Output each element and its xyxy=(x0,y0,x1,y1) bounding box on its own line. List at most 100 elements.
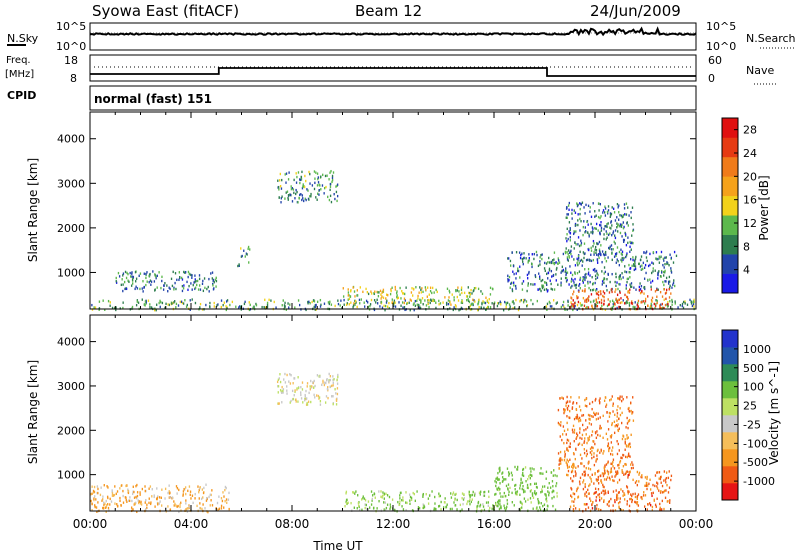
range-gate-cell xyxy=(672,261,675,264)
range-gate-cell xyxy=(621,215,623,219)
range-gate-cell xyxy=(405,286,407,289)
range-gate-cell xyxy=(585,428,587,431)
range-gate-cell xyxy=(429,289,432,293)
range-gate-cell xyxy=(620,456,622,459)
range-gate-cell xyxy=(226,501,228,505)
range-gate-cell xyxy=(626,280,628,284)
range-gate-cell xyxy=(640,301,642,304)
range-gate-cell xyxy=(396,294,398,297)
range-gate-cell xyxy=(677,306,679,309)
range-gate-cell xyxy=(608,303,611,306)
colorbar-segment xyxy=(722,234,738,255)
range-gate-cell xyxy=(558,423,560,426)
range-gate-cell xyxy=(575,243,577,246)
range-gate-cell xyxy=(591,430,594,433)
range-gate-cell xyxy=(349,290,352,293)
range-gate-cell xyxy=(543,306,545,310)
station-title: Syowa East (fitACF) xyxy=(92,2,239,20)
range-gate-cell xyxy=(385,293,388,296)
range-gate-cell xyxy=(196,283,198,287)
range-gate-cell xyxy=(209,305,211,309)
range-gate-cell xyxy=(294,197,296,200)
range-gate-cell xyxy=(631,461,633,464)
range-gate-cell xyxy=(102,299,104,302)
range-gate-cell xyxy=(603,302,605,306)
range-gate-cell xyxy=(169,287,171,291)
range-gate-cell xyxy=(347,288,349,291)
range-gate-cell xyxy=(569,442,572,445)
cpid-label: CPID xyxy=(7,89,36,102)
range-gate-cell xyxy=(105,505,107,509)
range-gate-cell xyxy=(638,471,641,475)
range-gate-cell xyxy=(585,272,587,276)
range-gate-cell xyxy=(594,267,596,271)
range-gate-cell xyxy=(328,379,330,382)
range-gate-cell xyxy=(467,298,469,301)
range-gate-cell xyxy=(565,267,567,270)
range-gate-cell xyxy=(587,306,590,309)
range-gate-cell xyxy=(618,275,621,278)
range-gate-cell xyxy=(626,416,628,420)
range-gate-cell xyxy=(602,290,605,293)
range-gate-cell xyxy=(321,184,324,187)
range-gate-cell xyxy=(455,289,457,292)
range-gate-cell xyxy=(469,295,471,298)
range-gate-cell xyxy=(422,503,424,506)
range-gate-cell xyxy=(379,305,381,308)
range-gate-cell xyxy=(418,291,420,294)
range-gate-cell xyxy=(578,420,580,423)
range-gate-cell xyxy=(586,495,588,498)
range-gate-cell xyxy=(406,302,408,306)
range-gate-cell xyxy=(122,494,124,498)
range-gate-cell xyxy=(519,300,521,303)
range-gate-cell xyxy=(615,284,617,287)
range-gate-cell xyxy=(187,489,189,493)
range-gate-cell xyxy=(575,416,577,419)
range-gate-cell xyxy=(277,385,279,388)
range-gate-cell xyxy=(583,256,585,260)
range-gate-cell xyxy=(636,303,639,306)
range-gate-cell xyxy=(107,496,109,500)
range-gate-cell xyxy=(624,270,626,273)
range-gate-cell xyxy=(608,500,611,503)
range-gate-cell xyxy=(619,290,621,293)
range-gate-cell xyxy=(530,501,532,504)
range-gate-cell xyxy=(693,305,695,308)
range-gate-cell xyxy=(581,437,583,440)
range-gate-cell xyxy=(617,301,619,305)
colorbar-segment xyxy=(722,273,738,294)
range-gate-cell xyxy=(625,202,628,205)
range-gate-cell xyxy=(596,258,599,261)
range-gate-cell xyxy=(561,433,564,436)
range-gate-cell xyxy=(621,235,623,238)
range-gate-cell xyxy=(307,400,310,403)
range-gate-cell xyxy=(569,239,571,242)
range-gate-cell xyxy=(589,451,592,454)
range-gate-cell xyxy=(567,252,569,256)
range-gate-cell xyxy=(551,490,553,494)
range-gate-cell xyxy=(603,295,605,299)
range-gate-cell xyxy=(570,271,572,274)
range-gate-cell xyxy=(572,424,575,428)
range-gate-cell xyxy=(593,253,595,256)
range-gate-cell xyxy=(659,506,661,509)
range-gate-cell xyxy=(594,281,596,285)
range-gate-cell xyxy=(313,393,315,397)
range-gate-cell xyxy=(642,494,645,497)
range-gate-cell xyxy=(384,501,387,504)
range-gate-cell xyxy=(144,485,146,488)
range-gate-cell xyxy=(598,209,600,212)
y-tick-label: 4000 xyxy=(57,133,85,146)
range-gate-cell xyxy=(143,285,145,289)
range-gate-cell xyxy=(572,466,574,470)
range-gate-cell xyxy=(280,187,283,190)
range-gate-cell xyxy=(550,282,552,286)
range-gate-cell xyxy=(607,209,610,212)
range-gate-cell xyxy=(384,508,387,512)
range-gate-cell xyxy=(137,301,140,304)
colorbar-tick-label: 8 xyxy=(743,240,750,253)
range-gate-cell xyxy=(359,508,361,512)
range-gate-cell xyxy=(279,172,282,176)
range-gate-cell xyxy=(588,422,591,425)
range-gate-cell xyxy=(570,396,572,399)
